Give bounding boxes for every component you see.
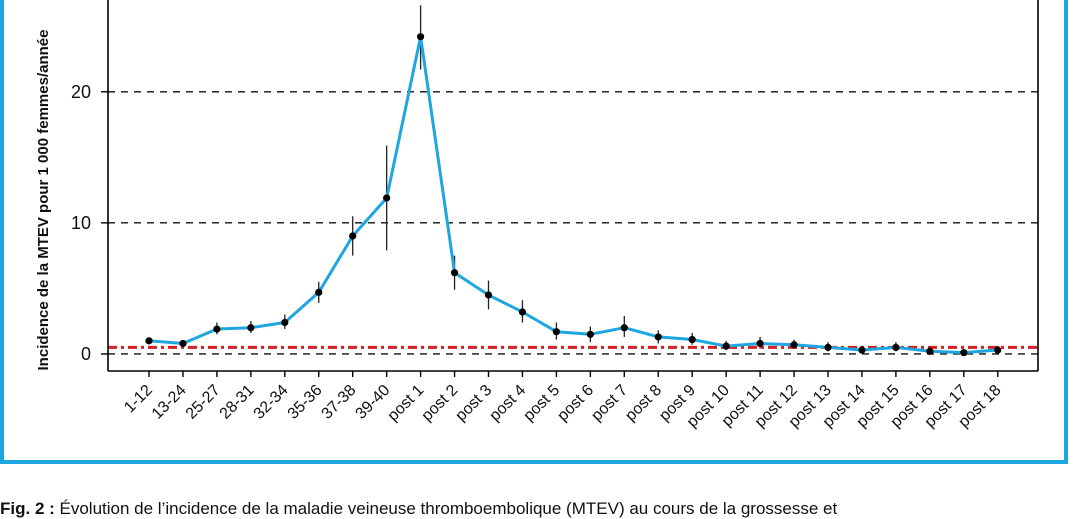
incidence-chart: 0 10 20 1-1213-2425-2728-3132-3435-3637-38… (35, 0, 1039, 431)
data-point (281, 318, 289, 327)
grid (108, 91, 1038, 355)
y-tick-label-20: 20 (71, 82, 91, 102)
data-point (620, 324, 628, 332)
data-point (858, 346, 866, 354)
x-tick-label: post 1 (385, 382, 428, 425)
data-point (824, 343, 832, 352)
data-point (926, 347, 934, 355)
data-point (586, 330, 594, 338)
x-tick-label: 35-36 (285, 382, 326, 423)
data-point (960, 349, 968, 357)
data-point (484, 291, 493, 299)
error-bars (148, 5, 999, 354)
y-axis-label: Incidence de la MTEV pour 1 000 femmes/a… (35, 30, 52, 371)
x-tick-label: post 8 (622, 382, 665, 425)
x-tick-label: post 4 (486, 382, 529, 425)
data-point (892, 343, 900, 352)
caption-label: Fig. 2 : (0, 499, 55, 518)
data-points (145, 33, 1002, 357)
series-line-group (148, 35, 998, 355)
data-point (722, 342, 730, 350)
data-point (552, 328, 561, 336)
data-point (518, 308, 527, 316)
x-tick-label: post 5 (520, 382, 563, 425)
x-tick-label: 28-31 (217, 382, 258, 423)
data-point (756, 339, 764, 348)
x-tick-label: post 6 (554, 382, 597, 425)
data-point (450, 269, 459, 277)
series-line (148, 35, 998, 355)
x-tick-label: post 7 (588, 382, 631, 425)
data-point (145, 337, 153, 345)
axes (101, 0, 1039, 377)
data-point (315, 288, 323, 296)
x-tick-label: 25-27 (183, 382, 224, 423)
x-tick-label: 37-38 (319, 382, 360, 423)
y-tick-labels: 0 10 20 (71, 82, 91, 364)
x-tick-label: post 2 (419, 382, 462, 425)
y-tick-label-0: 0 (81, 344, 91, 364)
caption-text: Évolution de l’incidence de la maladie v… (59, 499, 838, 518)
x-tick-label: post 3 (452, 382, 495, 425)
x-tick-labels: 1-1213-2425-2728-3132-3435-3637-3839-40p… (121, 382, 1004, 431)
data-point (247, 324, 255, 332)
x-tick-label: 32-34 (251, 382, 292, 423)
data-point (790, 341, 798, 349)
y-tick-label-10: 10 (71, 213, 91, 233)
data-point (417, 33, 425, 41)
x-tick-label: 13-24 (149, 382, 190, 423)
data-point (349, 232, 357, 240)
data-point (994, 346, 1002, 354)
figure-caption: Fig. 2 : Évolution de l’incidence de la … (0, 499, 1078, 519)
data-point (213, 325, 221, 333)
data-point (654, 333, 662, 341)
data-point (688, 335, 696, 344)
data-point (179, 339, 187, 348)
figure-frame (0, 0, 1068, 464)
data-point (383, 194, 391, 202)
